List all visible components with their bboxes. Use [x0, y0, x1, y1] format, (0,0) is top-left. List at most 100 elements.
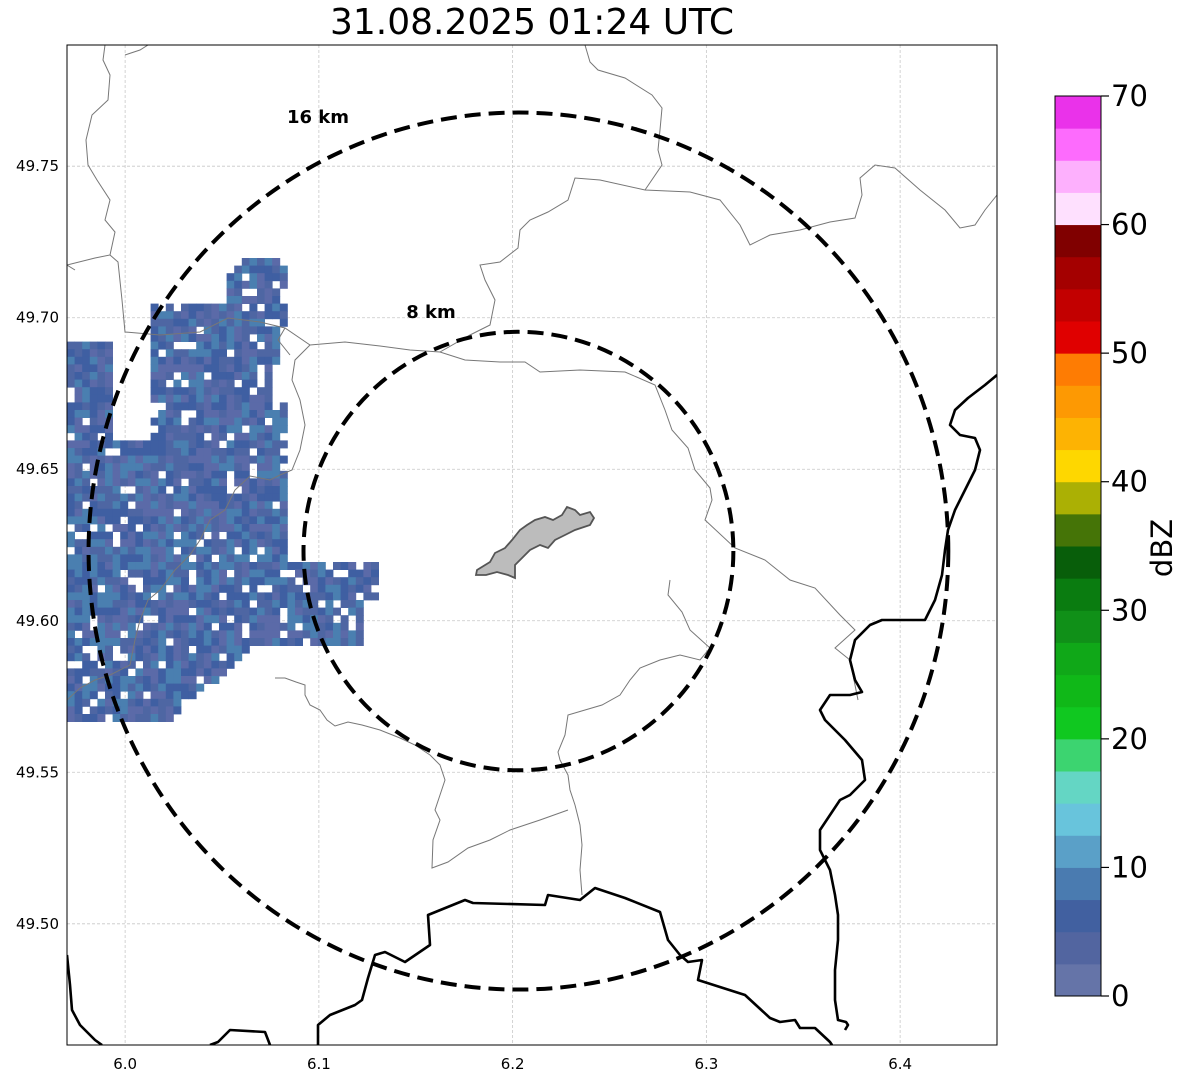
echo-cell [264, 402, 273, 411]
echo-cell [82, 394, 91, 403]
echo-cell [173, 356, 182, 365]
echo-cell [241, 334, 250, 342]
echo-cell [127, 645, 136, 654]
echo-cell [348, 569, 357, 578]
echo-cell [234, 562, 243, 570]
echo-cell [120, 508, 129, 517]
echo-cell [241, 493, 250, 502]
echo-cell [219, 379, 227, 388]
colorbar-segment [1055, 803, 1101, 836]
echo-cell [112, 676, 121, 684]
echo-cell [165, 691, 174, 700]
echo-cell [173, 440, 182, 449]
echo-cell [127, 440, 136, 449]
echo-cell [158, 516, 167, 525]
echo-cell [249, 372, 258, 380]
echo-cell [264, 432, 273, 441]
echo-cell [82, 448, 91, 456]
echo-cell [211, 630, 220, 639]
echo-cell [279, 318, 288, 327]
echo-cell [143, 645, 151, 654]
echo-cell [196, 372, 205, 380]
echo-cell [226, 577, 235, 586]
echo-cell [188, 691, 197, 700]
echo-cell [89, 676, 98, 684]
echo-cell [287, 638, 296, 646]
echo-cell [181, 546, 189, 555]
echo-cell [173, 683, 182, 692]
echo-cell [257, 569, 265, 578]
echo-cell [158, 356, 167, 365]
echo-cell [135, 676, 144, 684]
echo-cell [203, 508, 212, 517]
echo-cell [272, 607, 281, 616]
echo-cell [120, 714, 129, 722]
echo-cell [295, 569, 303, 578]
echo-cell [89, 508, 98, 517]
echo-cell [279, 417, 288, 426]
echo-cell [241, 569, 250, 578]
echo-cell [203, 334, 212, 342]
echo-cell [97, 698, 106, 707]
echo-cell [82, 364, 91, 373]
echo-cell [74, 493, 83, 502]
echo-cell [67, 341, 75, 350]
echo-cell [196, 683, 205, 692]
echo-cell [82, 630, 91, 639]
echo-cell [188, 440, 197, 449]
echo-cell [158, 486, 167, 494]
echo-cell [105, 402, 113, 411]
echo-cell [181, 562, 189, 570]
echo-cell [82, 539, 91, 548]
echo-cell [203, 448, 212, 456]
echo-cell [211, 326, 220, 335]
echo-cell [135, 554, 144, 563]
echo-cell [211, 455, 220, 464]
echo-cell [226, 653, 235, 662]
echo-cell [165, 622, 174, 631]
echo-cell [317, 630, 326, 639]
colorbar-segment [1055, 224, 1101, 258]
echo-cell [211, 539, 220, 548]
echo-cell [127, 600, 136, 608]
echo-cell [135, 630, 144, 639]
echo-cell [173, 364, 182, 373]
echo-cell [325, 584, 334, 593]
echo-cell [105, 653, 113, 662]
echo-cell [173, 691, 182, 700]
echo-cell [272, 410, 281, 418]
echo-cell [203, 668, 212, 677]
colorbar [1054, 95, 1102, 997]
echo-cell [74, 470, 83, 479]
echo-cell [249, 478, 258, 487]
ring-label-8km: 8 km [406, 302, 456, 323]
echo-cell [143, 653, 151, 662]
echo-cell [219, 372, 227, 380]
echo-cell [241, 562, 250, 570]
echo-cell [264, 622, 273, 631]
echo-cell [165, 326, 174, 335]
echo-cell [279, 592, 288, 601]
echo-cell [165, 432, 174, 441]
echo-cell [150, 349, 159, 358]
echo-cell [348, 592, 357, 601]
echo-cell [196, 668, 205, 677]
echo-cell [120, 668, 129, 677]
echo-cell [105, 698, 113, 707]
echo-cell [165, 516, 174, 525]
echo-cell [257, 455, 265, 464]
echo-cell [82, 554, 91, 563]
echo-cell [158, 546, 167, 555]
echo-cell [249, 455, 258, 464]
echo-cell [165, 698, 174, 707]
echo-cell [234, 349, 243, 358]
echo-cell [249, 440, 258, 449]
echo-cell [82, 493, 91, 502]
echo-cell [74, 584, 83, 593]
echo-cell [74, 668, 83, 677]
echo-cell [241, 463, 250, 472]
echo-cell [143, 508, 151, 517]
echo-cell [97, 592, 106, 601]
echo-cell [82, 562, 91, 570]
echo-cell [82, 508, 91, 517]
